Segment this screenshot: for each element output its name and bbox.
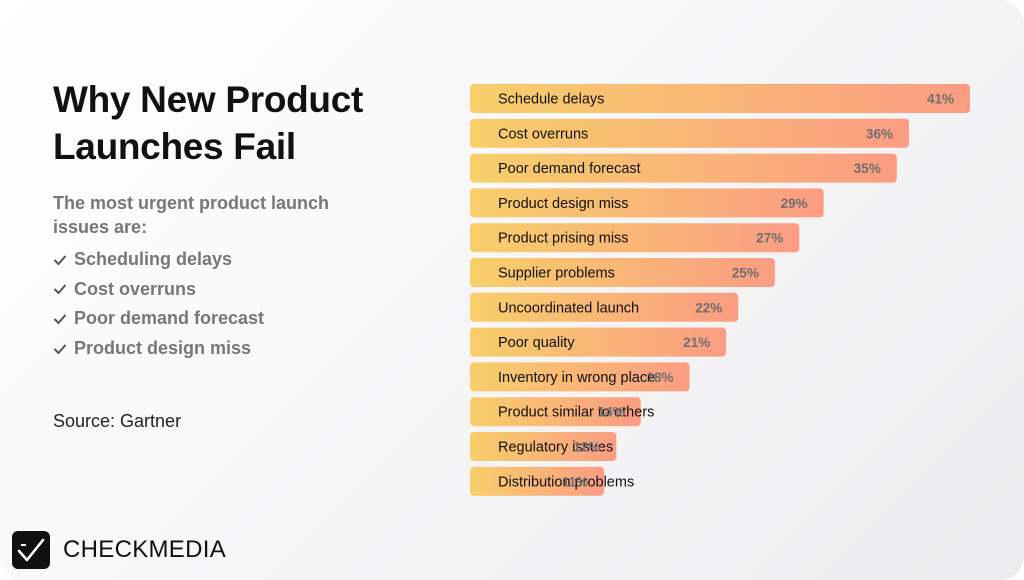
- bar-value-label: 25%: [732, 266, 759, 281]
- subtitle: The most urgent product launch issues ar…: [53, 193, 330, 237]
- bar-label: Supplier problems: [498, 266, 615, 282]
- key-issue-item: Cost overruns: [53, 275, 264, 305]
- bar-label: Cost overruns: [498, 126, 588, 142]
- bar-label: Product design miss: [498, 196, 629, 212]
- bar: [470, 188, 824, 218]
- check-icon: [54, 255, 66, 265]
- source-note: Source: Gartner: [53, 411, 182, 431]
- bar: [470, 84, 970, 113]
- bar: [470, 466, 605, 496]
- bar-label: Product prising miss: [498, 231, 629, 247]
- checkmedia-logo-icon: [12, 531, 50, 569]
- page-title: Why New Product Launches Fail: [53, 79, 364, 167]
- bar-value-label: 11%: [562, 474, 588, 489]
- bar-value-label: 36%: [866, 126, 893, 141]
- bar-value-label: 35%: [854, 161, 881, 176]
- bar-label: Poor quality: [498, 335, 575, 351]
- bar-label: Distribution problems: [498, 474, 634, 490]
- key-issue-label: Cost overruns: [74, 278, 197, 299]
- bar: [470, 327, 727, 357]
- key-issue-label: Scheduling delays: [74, 249, 233, 270]
- bar-value-label: 21%: [683, 335, 710, 350]
- bar-label: Uncoordinated launch: [498, 300, 639, 316]
- bar-value-label: 14%: [598, 405, 625, 420]
- bar: [470, 397, 641, 427]
- key-issue-label: Poor demand forecast: [74, 308, 265, 329]
- bar-label: Inventory in wrong place: [498, 370, 655, 386]
- bar: [470, 118, 910, 148]
- bar: [470, 432, 617, 461]
- key-issue-item: Poor demand forecast: [53, 304, 264, 334]
- bar-value-label: 27%: [756, 231, 783, 246]
- check-icon: [54, 314, 66, 324]
- bar-value-label: 22%: [695, 300, 722, 315]
- bar: [470, 258, 775, 287]
- bar: [470, 362, 690, 392]
- bar-label: Regulatory issues: [498, 440, 613, 456]
- bar-value-label: 18%: [646, 370, 673, 385]
- bar: [470, 292, 739, 322]
- key-issues-list: Scheduling delays Cost overruns Poor dem…: [53, 245, 264, 363]
- check-icon: [54, 284, 66, 295]
- key-issue-label: Product design miss: [74, 338, 252, 359]
- bar-label: Poor demand forecast: [498, 161, 641, 177]
- key-issue-item: Product design miss: [53, 334, 264, 364]
- bar-label: Product similar to others: [498, 405, 654, 421]
- bar: [470, 153, 897, 183]
- bar-value-label: 29%: [781, 196, 808, 211]
- check-icon: [54, 344, 66, 354]
- bar-value-label: 41%: [927, 92, 954, 107]
- key-issue-item: Scheduling delays: [53, 245, 264, 275]
- bar-value-label: 12%: [573, 440, 600, 455]
- brand: CHECKMEDIA: [12, 531, 226, 569]
- bar: [470, 223, 800, 253]
- bar-label: Schedule delays: [498, 92, 604, 108]
- brand-name: CHECKMEDIA: [63, 536, 227, 563]
